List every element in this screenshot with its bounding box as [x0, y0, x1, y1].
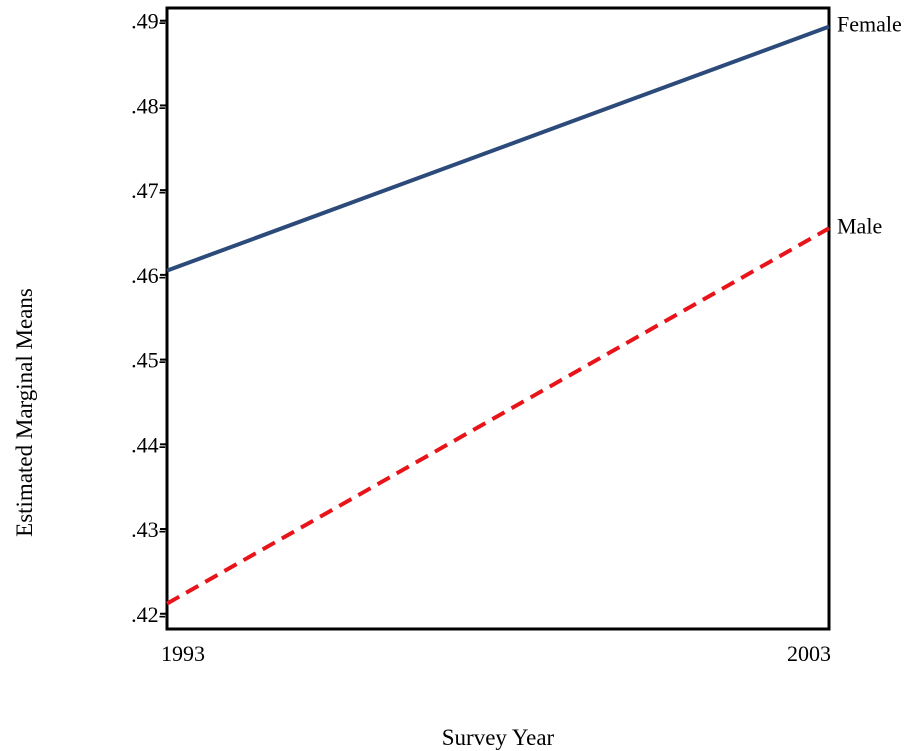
y-tick-label: .46-	[131, 263, 166, 288]
series-label-female: Female	[837, 12, 902, 37]
x-tick-label: 2003	[787, 641, 831, 666]
y-axis-ticks: .42- .43- .44- .45- .46- .47- .48- .49-	[131, 9, 167, 627]
y-tick-label: .42-	[131, 602, 166, 627]
series-label-male: Male	[837, 213, 882, 238]
series-line-female	[166, 24, 830, 273]
y-tick-label: .45-	[131, 348, 166, 373]
x-axis-title: Survey Year	[442, 725, 555, 750]
y-tick-label: .43-	[131, 517, 166, 542]
y-tick-label: .49-	[131, 9, 166, 34]
plot-frame	[165, 6, 831, 631]
y-tick-label: .48-	[131, 93, 166, 118]
x-axis-ticks: 1993 2003	[161, 641, 831, 666]
series-lines	[166, 24, 830, 606]
x-tick-label: 1993	[161, 641, 205, 666]
series-labels: Female Male	[837, 12, 902, 239]
plot-area	[165, 6, 831, 631]
y-axis-title: Estimated Marginal Means	[12, 288, 37, 537]
series-line-male	[166, 226, 830, 606]
y-tick-label: .44-	[131, 432, 166, 457]
y-tick-label: .47-	[131, 178, 166, 203]
